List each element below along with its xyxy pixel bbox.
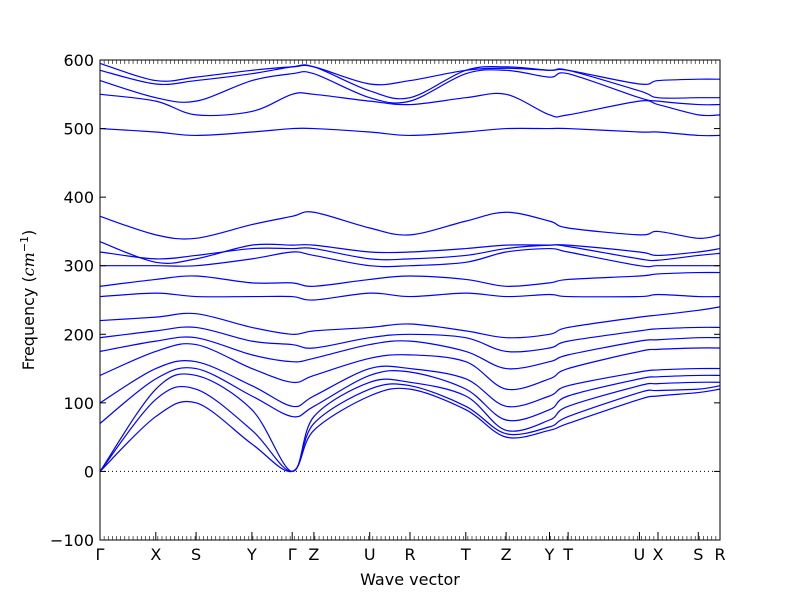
phonon-branch-8 bbox=[99, 326, 721, 353]
phonon-branch-17 bbox=[99, 92, 721, 118]
x-tick-label: Γ bbox=[288, 545, 297, 564]
x-tick-label: T bbox=[562, 545, 573, 564]
y-axis-label-unit: cm bbox=[19, 252, 38, 276]
x-tick-label: Z bbox=[308, 545, 319, 564]
x-tick-label: R bbox=[714, 545, 725, 564]
x-tick-label: S bbox=[693, 545, 703, 564]
x-tick-label: Γ bbox=[96, 545, 105, 564]
phonon-branch-11 bbox=[99, 271, 721, 287]
plot-area bbox=[99, 62, 721, 473]
phonon-branch-7 bbox=[99, 336, 721, 370]
phonon-branch-1 bbox=[99, 387, 721, 473]
phonon-branch-19 bbox=[99, 64, 720, 100]
y-tick-label: 400 bbox=[63, 188, 94, 207]
phonon-branch-16 bbox=[99, 127, 721, 137]
x-tick-label: U bbox=[364, 545, 376, 564]
y-tick-label: 100 bbox=[63, 394, 94, 413]
x-axis-label: Wave vector bbox=[360, 570, 460, 589]
phonon-branch-2 bbox=[99, 383, 721, 473]
phonon-branch-3 bbox=[99, 373, 721, 473]
y-tick-label: 0 bbox=[84, 462, 94, 481]
phonon-branch-6 bbox=[99, 343, 721, 391]
y-axis-label: Frequency (cm−1) bbox=[18, 230, 38, 371]
series-layer bbox=[99, 62, 721, 473]
x-tick-label: Y bbox=[544, 545, 555, 564]
y-axis-label-prefix: Frequency ( bbox=[19, 276, 38, 370]
phonon-branch-12 bbox=[100, 247, 721, 268]
phonon-branch-20 bbox=[99, 62, 721, 86]
x-tick-label: U bbox=[634, 545, 646, 564]
phonon-branch-14 bbox=[99, 241, 721, 264]
phonon-branch-10 bbox=[99, 292, 721, 301]
phonon-branch-9 bbox=[99, 306, 721, 339]
phonon-branch-18 bbox=[99, 69, 721, 106]
y-axis-label-suffix: ) bbox=[19, 230, 38, 236]
y-tick-label: 200 bbox=[63, 325, 94, 344]
y-tick-label: 500 bbox=[63, 120, 94, 139]
phonon-branch-15 bbox=[99, 211, 721, 240]
x-tick-label: R bbox=[404, 545, 415, 564]
y-tick-label: 600 bbox=[63, 51, 94, 70]
x-tick-label: X bbox=[150, 545, 161, 564]
x-tick-label: T bbox=[460, 545, 471, 564]
y-axis-label-exponent: −1 bbox=[18, 236, 31, 252]
y-tick-label: 300 bbox=[63, 257, 94, 276]
x-tick-label: S bbox=[191, 545, 201, 564]
y-axis-ticks: −100 0 100 200 300 400 500 600 bbox=[50, 51, 720, 550]
phonon-branch-5 bbox=[99, 360, 721, 408]
x-tick-label: Z bbox=[501, 545, 512, 564]
x-tick-label: Y bbox=[246, 545, 257, 564]
phonon-branch-4 bbox=[99, 367, 721, 424]
x-tick-label: X bbox=[653, 545, 664, 564]
y-tick-label: −100 bbox=[50, 531, 94, 550]
